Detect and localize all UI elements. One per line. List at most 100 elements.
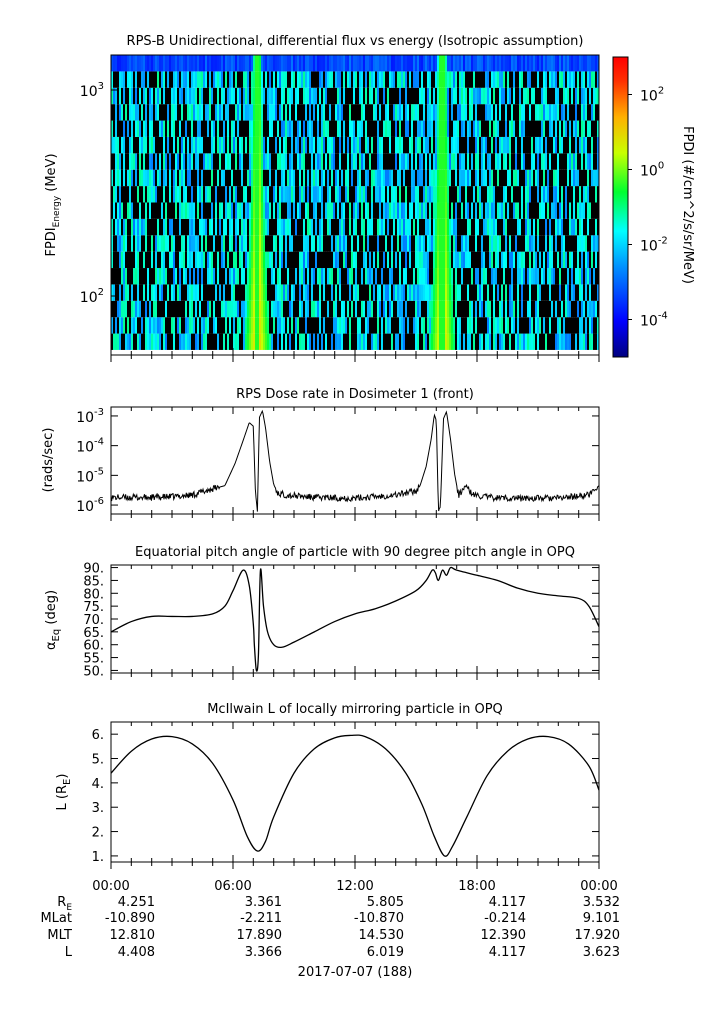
heatmap-cell: [461, 251, 464, 269]
heatmap-cell: [545, 218, 548, 236]
heatmap-cell: [249, 251, 252, 269]
heatmap-cell: [299, 71, 302, 88]
heatmap-cell: [439, 268, 442, 285]
heatmap-cell: [249, 235, 252, 252]
heatmap-cell: [117, 235, 120, 252]
heatmap-cell: [181, 55, 184, 72]
heatmap-cell: [307, 136, 310, 154]
heatmap-cell: [553, 55, 556, 72]
heatmap-cell: [391, 153, 394, 170]
heatmap-cell: [533, 71, 536, 88]
heatmap-cell: [241, 218, 244, 236]
heatmap-cell: [321, 218, 324, 236]
heatmap-cell: [437, 87, 440, 105]
heatmap-cell: [133, 202, 136, 219]
heatmap-cell: [191, 317, 194, 334]
heatmap-cell: [275, 136, 278, 154]
heatmap-cell: [227, 235, 230, 252]
heatmap-cell: [163, 268, 166, 285]
heatmap-cell: [115, 251, 118, 269]
heatmap-cell: [207, 218, 210, 236]
heatmap-cell: [369, 218, 372, 236]
heatmap-cell: [409, 251, 412, 269]
heatmap-cell: [523, 251, 526, 269]
heatmap-cell: [169, 268, 172, 285]
heatmap-cell: [155, 218, 158, 236]
heatmap-cell: [383, 186, 386, 203]
heatmap-cell: [511, 55, 514, 72]
heatmap-cell: [555, 333, 558, 350]
heatmap-cell: [507, 268, 510, 285]
heatmap-cell: [227, 251, 230, 269]
heatmap-cell: [449, 333, 452, 350]
heatmap-cell: [503, 218, 506, 236]
heatmap-cell: [341, 235, 344, 252]
heatmap-cell: [435, 87, 438, 105]
heatmap-cell: [153, 202, 156, 219]
heatmap-cell: [451, 235, 454, 252]
heatmap-cell: [483, 268, 486, 285]
heatmap-cell: [253, 218, 256, 236]
heatmap-cell: [493, 268, 496, 285]
heatmap-cell: [243, 251, 246, 269]
heatmap-cell: [441, 87, 444, 105]
heatmap-cell: [331, 169, 334, 187]
heatmap-cell: [185, 120, 188, 137]
heatmap-cell: [223, 87, 226, 105]
heatmap-cell: [399, 251, 402, 269]
heatmap-cell: [425, 333, 428, 350]
heatmap-cell: [117, 202, 120, 219]
heatmap-cell: [363, 202, 366, 219]
heatmap-cell: [359, 202, 362, 219]
heatmap-cell: [573, 333, 576, 350]
heatmap-cell: [569, 71, 572, 88]
heatmap-cell: [417, 120, 420, 137]
heatmap-cell: [519, 71, 522, 88]
heatmap-cell: [473, 317, 476, 334]
heatmap-cell: [257, 136, 260, 154]
heatmap-cell: [593, 333, 596, 350]
heatmap-cell: [319, 186, 322, 203]
heatmap-cell: [243, 218, 246, 236]
heatmap-cell: [373, 202, 376, 219]
heatmap-cell: [281, 251, 284, 269]
heatmap-cell: [373, 186, 376, 203]
ephemeris-value: -10.890: [105, 911, 155, 926]
heatmap-cell: [405, 153, 408, 170]
heatmap-cell: [303, 120, 306, 137]
heatmap-cell: [429, 300, 432, 318]
heatmap-cell: [527, 235, 530, 252]
heatmap-cell: [365, 87, 368, 105]
heatmap-cell: [357, 153, 360, 170]
heatmap-cell: [467, 218, 470, 236]
heatmap-cell: [587, 136, 590, 154]
heatmap-cell: [465, 186, 468, 203]
heatmap-cell: [503, 300, 506, 318]
heatmap-cell: [453, 333, 456, 350]
heatmap-cell: [231, 317, 234, 334]
heatmap-cell: [413, 169, 416, 187]
heatmap-cell: [475, 235, 478, 252]
heatmap-cell: [429, 251, 432, 269]
heatmap-cell: [195, 202, 198, 219]
heatmap-cell: [421, 235, 424, 252]
heatmap-cell: [327, 104, 330, 121]
heatmap-cell: [129, 104, 132, 121]
heatmap-cell: [581, 104, 584, 121]
heatmap-cell: [121, 136, 124, 154]
heatmap-cell: [271, 333, 274, 350]
heatmap-cell: [573, 153, 576, 170]
heatmap-cell: [261, 120, 264, 137]
heatmap-cell: [317, 104, 320, 121]
heatmap-cell: [293, 235, 296, 252]
heatmap-cell: [489, 202, 492, 219]
heatmap-cell: [423, 87, 426, 105]
heatmap-cell: [405, 55, 408, 72]
heatmap-cell: [467, 153, 470, 170]
heatmap-cell: [399, 284, 402, 301]
heatmap-cell: [209, 284, 212, 301]
heatmap-cell: [295, 300, 298, 318]
heatmap-cell: [287, 235, 290, 252]
heatmap-cell: [139, 186, 142, 203]
heatmap-cell: [201, 87, 204, 105]
